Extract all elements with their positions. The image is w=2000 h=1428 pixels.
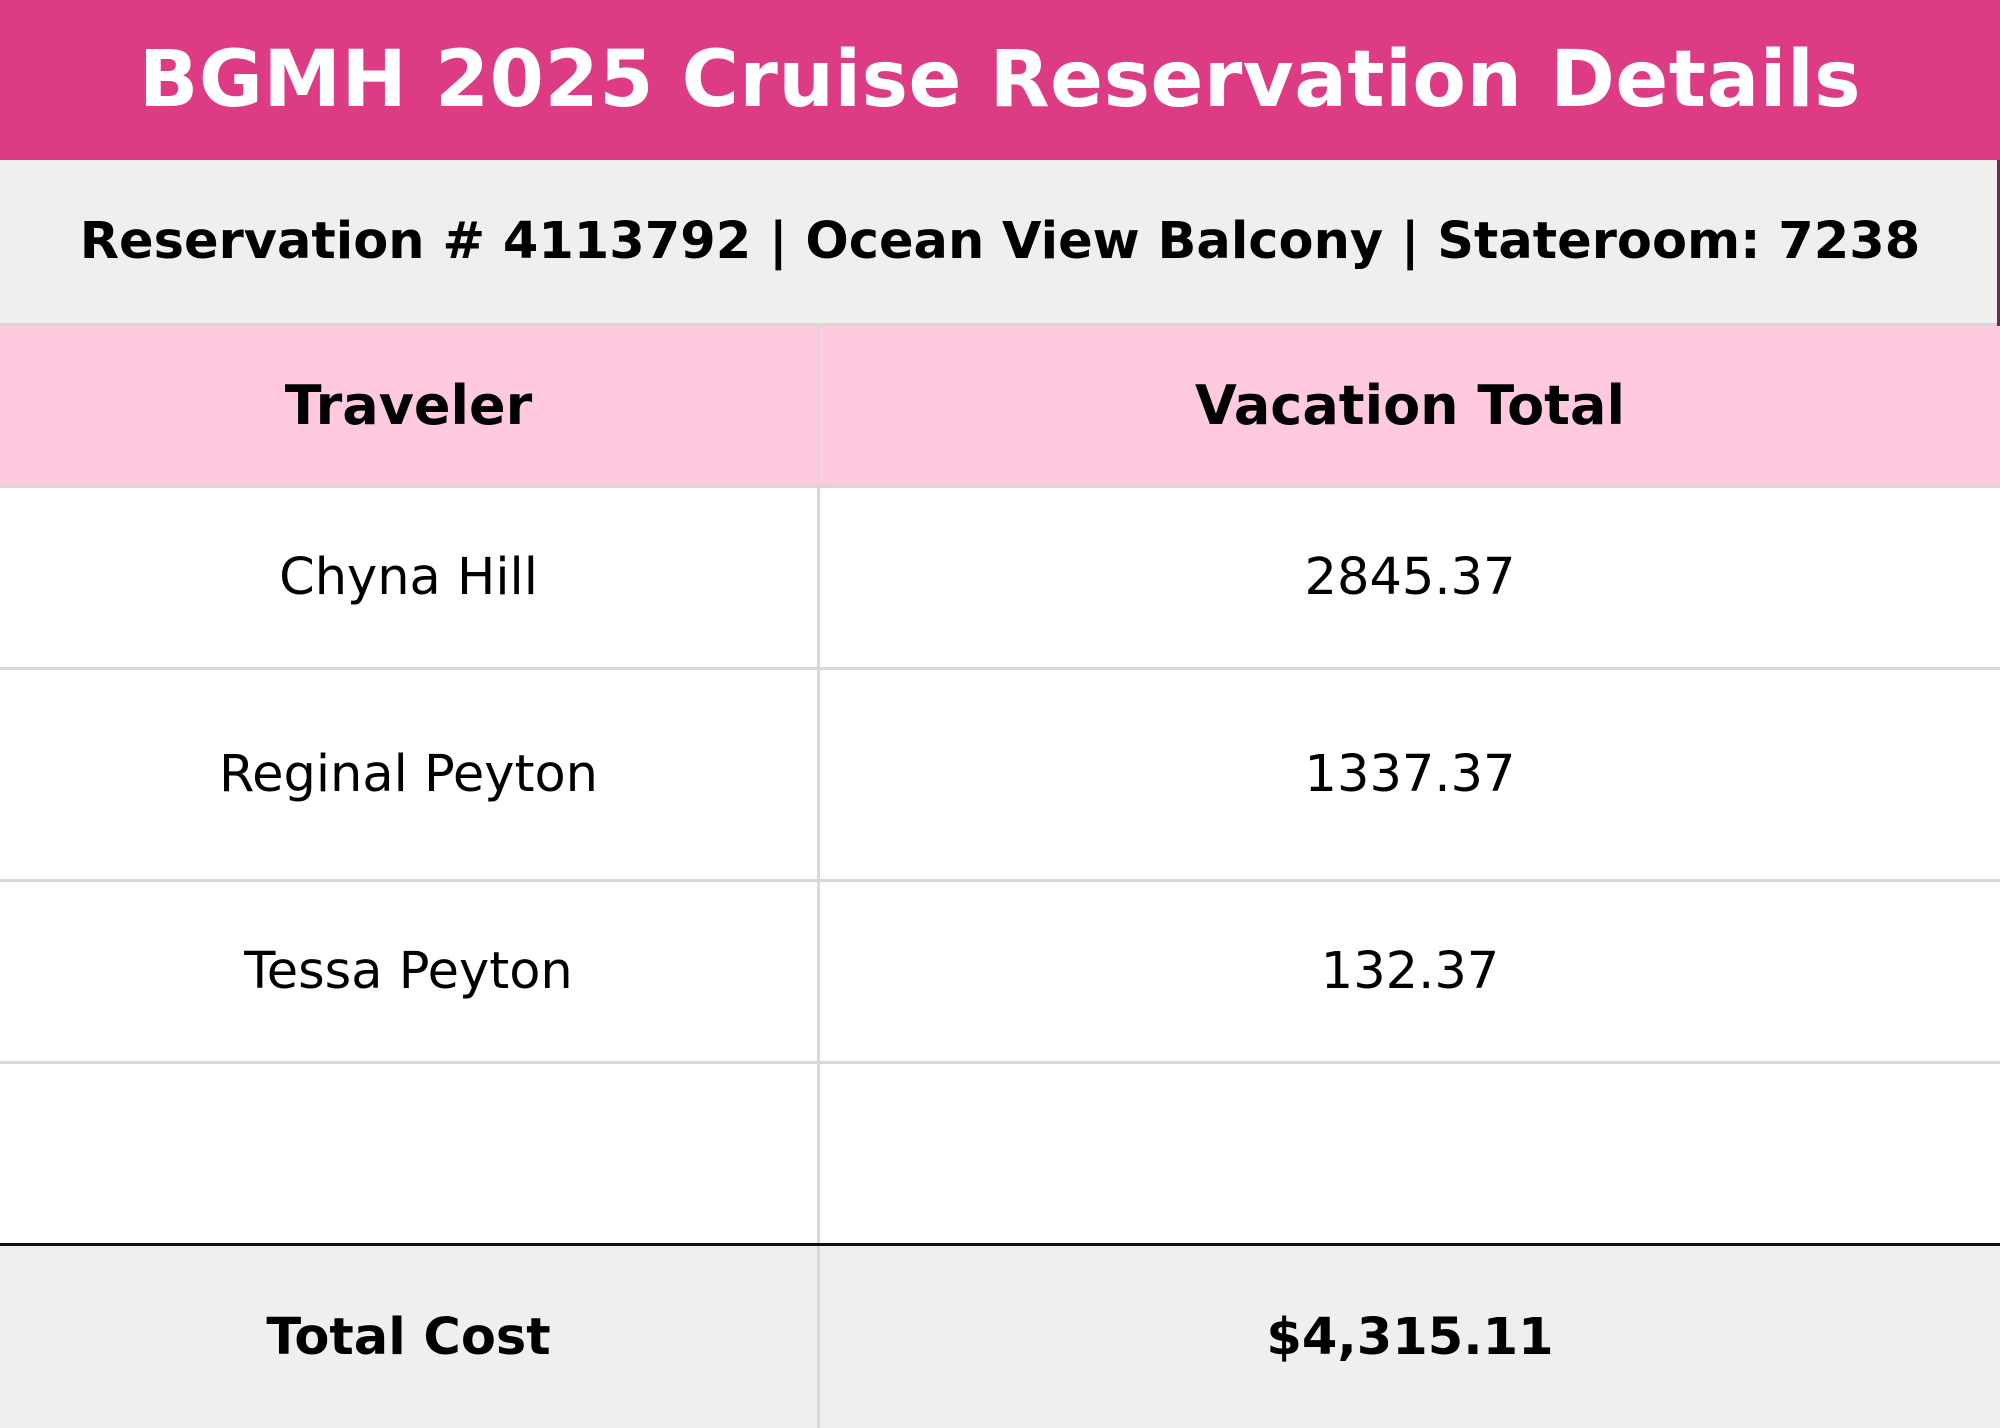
total-cost-value: $4,315.11: [1266, 1307, 1554, 1367]
page-title: BGMH 2025 Cruise Reservation Details: [138, 35, 1862, 125]
traveler-name-cell: Chyna Hill: [0, 488, 820, 667]
table-row: Tessa Peyton 132.37: [0, 882, 2000, 1064]
vacation-total-cell: [820, 1064, 2000, 1243]
vacation-total-cell: 132.37: [1320, 942, 1500, 1001]
reservation-info-bar: Reservation # 4113792 | Ocean View Balco…: [0, 160, 2000, 326]
total-cost-row: Total Cost $4,315.11: [0, 1246, 2000, 1428]
header-traveler: Traveler: [0, 326, 820, 485]
header-vacation-total: Vacation Total: [1195, 374, 1625, 437]
vacation-total-cell: 1337.37: [1304, 745, 1516, 804]
total-cost-label: Total Cost: [0, 1246, 820, 1428]
table-header-row: Traveler Vacation Total: [0, 326, 2000, 488]
traveler-table: Traveler Vacation Total Chyna Hill 2845.…: [0, 326, 2000, 1428]
reservation-info-text: Reservation # 4113792 | Ocean View Balco…: [79, 212, 1921, 271]
traveler-name-cell: Tessa Peyton: [0, 882, 820, 1061]
traveler-name-cell: Reginal Peyton: [0, 670, 820, 879]
table-row: Chyna Hill 2845.37: [0, 488, 2000, 670]
table-row-empty: [0, 1064, 2000, 1246]
table-row: Reginal Peyton 1337.37: [0, 670, 2000, 882]
title-banner: BGMH 2025 Cruise Reservation Details: [0, 0, 2000, 160]
vacation-total-cell: 2845.37: [1304, 548, 1516, 607]
traveler-name-cell: [0, 1064, 820, 1243]
edge-divider: [1997, 160, 2000, 326]
